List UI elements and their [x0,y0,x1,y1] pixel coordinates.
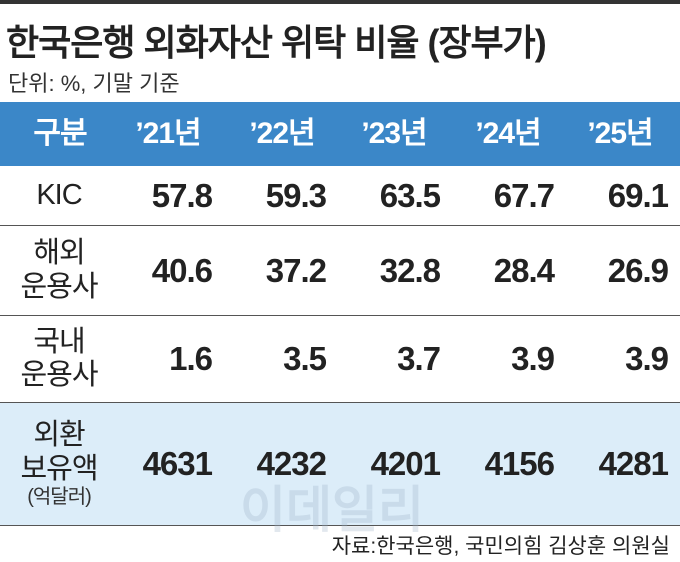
label-line: 외환 [33,419,85,452]
cell-value: 4201 [370,445,441,482]
header-cell: ’23년 [361,117,427,150]
cell-value: 63.5 [379,176,441,214]
cell-value: 4281 [598,445,669,482]
label-line: 보유액 [20,452,98,485]
label-line: 해외 [33,237,85,270]
row-label: 해외 운용사 [0,226,118,315]
table-row: 국내 운용사 1.6 3.5 3.7 3.9 3.9 [0,316,680,403]
header-cell: ’25년 [587,117,653,150]
table-row: 외환 보유액 (억달러) 4631 4232 4201 4156 4281 [0,403,680,526]
cell-value: 40.6 [151,251,213,289]
cell-value: 1.6 [169,340,213,377]
row-label: KIC [0,166,118,225]
source: 자료:한국은행, 국민의힘 김상훈 의원실 [331,535,670,558]
header-cell: ’21년 [135,117,201,150]
cell-value: 69.1 [607,176,669,214]
label-line: 운용사 [20,359,98,391]
cell-value: 67.7 [493,176,555,214]
row-label: 국내 운용사 [0,316,118,402]
cell-value: 3.5 [283,340,327,377]
table-header: 구분 ’21년 ’22년 ’23년 ’24년 ’25년 [0,102,680,166]
header-cell: ’24년 [475,117,541,150]
cell-value: 37.2 [265,251,327,289]
table-row: KIC 57.8 59.3 63.5 67.7 69.1 [0,166,680,226]
row-label: 외환 보유액 (억달러) [0,403,118,525]
header-cell: 구분 [33,117,87,150]
cell-value: 59.3 [265,176,327,214]
cell-value: 4156 [484,445,555,482]
cell-value: 32.8 [379,251,441,289]
table-row: 해외 운용사 40.6 37.2 32.8 28.4 26.9 [0,226,680,316]
label-line: 국내 [33,325,85,358]
cell-value: 28.4 [493,251,555,289]
cell-value: 4232 [256,445,327,482]
header-cell: ’22년 [249,117,315,150]
top-rule [0,0,680,4]
cell-value: 3.7 [397,340,441,377]
label-line: KIC [36,178,82,211]
title: 한국은행 외화자산 위탁 비율 (장부가) [6,22,547,63]
label-line: 운용사 [20,270,98,303]
cell-value: 4631 [142,445,213,482]
cell-value: 57.8 [151,176,213,214]
cell-value: 26.9 [607,251,669,289]
label-line: (억달러) [27,485,92,508]
cell-value: 3.9 [511,340,555,377]
unit-note: 단위: %, 기말 기준 [8,71,180,96]
watermark: 이데일리 [240,482,424,538]
cell-value: 3.9 [625,340,669,377]
